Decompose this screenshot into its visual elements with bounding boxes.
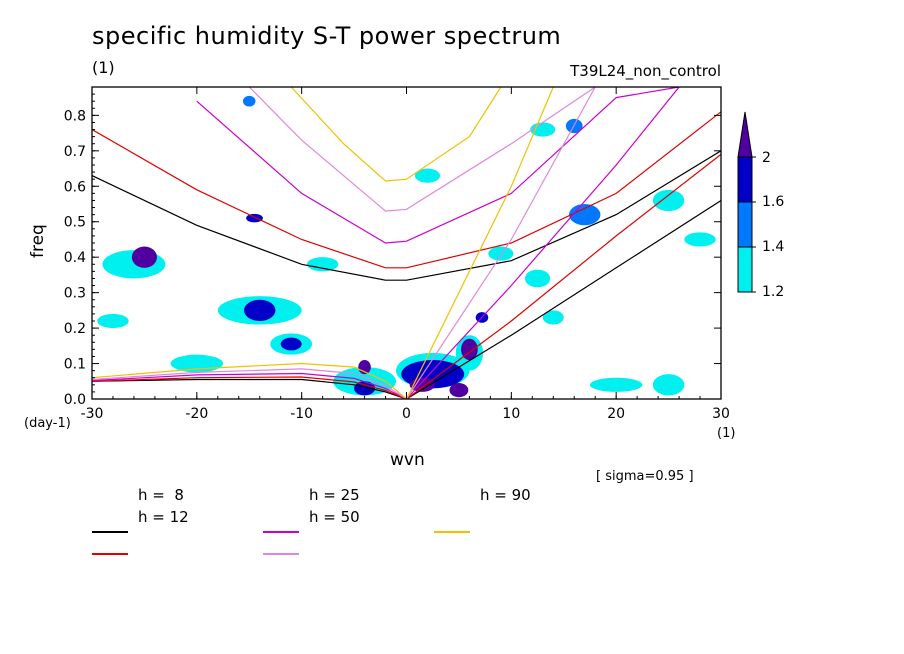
curve-kelvin [406, 153, 721, 399]
curve-rossby [92, 376, 407, 399]
legend-item-h50: h = 50 [263, 508, 360, 589]
legend-item-h90: h = 90 [434, 486, 531, 567]
x-tick-label: -30 [81, 406, 104, 422]
legend-swatch-h25 [263, 531, 299, 533]
shaded-region [652, 374, 685, 396]
colorbar-triangle [737, 111, 753, 158]
plot-area [92, 87, 721, 399]
chart-title: specific humidity S-T power spectrum [92, 22, 562, 50]
shaded-region [449, 383, 469, 398]
legend-swatch-h50 [263, 553, 299, 555]
shaded-region [246, 213, 263, 223]
legend-label-h90: h = 90 [480, 486, 531, 504]
curve-kelvin [406, 87, 680, 399]
colorbar-segment [737, 246, 753, 293]
legend-swatch-h90 [434, 531, 470, 533]
curve-rossby [92, 378, 407, 399]
shaded-region [170, 354, 224, 373]
y-tick-label: 0.2 [64, 321, 86, 337]
y-tick-label: 0.8 [64, 108, 86, 124]
legend-label-h8: h = 8 [138, 486, 184, 504]
x-tick-label: 10 [502, 406, 520, 422]
colorbar-segment [737, 156, 753, 203]
plot-frame [91, 86, 722, 400]
shaded-region [97, 313, 129, 329]
curve-rossby [92, 368, 407, 399]
curve-rossby [92, 362, 407, 399]
shaded-region [414, 168, 441, 183]
x-tick-label: 30 [712, 406, 730, 422]
curve-inertia-gravity [92, 111, 721, 269]
colorbar-label-1-6: 1.6 [762, 194, 785, 210]
x-tick-label: -20 [185, 406, 208, 422]
legend-swatch-h8 [92, 531, 128, 533]
legend-swatch-h12 [92, 553, 128, 555]
colorbar-label-2: 2 [762, 150, 771, 166]
y-tick-label: 0.1 [64, 357, 86, 373]
y-unit-label: (day-1) [24, 416, 71, 431]
x-tick-label: -10 [290, 406, 313, 422]
legend-item-h12: h = 12 [92, 508, 189, 589]
shaded-region [530, 122, 556, 137]
shaded-region [542, 310, 564, 325]
y-tick-label: 0.4 [64, 250, 86, 266]
curve-inertia-gravity [92, 150, 721, 281]
run-label: T39L24_non_control [570, 62, 721, 80]
shaded-region [131, 246, 157, 268]
shaded-region [242, 95, 256, 107]
shaded-region [589, 377, 643, 392]
y-tick-label: 0.3 [64, 286, 86, 302]
y-axis-label: freq [28, 224, 48, 258]
colorbar-label-1-4: 1.4 [762, 239, 785, 255]
curve-inertia-gravity [290, 87, 502, 182]
shaded-region [280, 337, 302, 351]
shaded-region [684, 232, 716, 247]
colorbar-segment [737, 201, 753, 248]
legend-label-h12: h = 12 [138, 508, 189, 526]
y-tick-label: 0.0 [64, 392, 86, 408]
legend-label-h50: h = 50 [309, 508, 360, 526]
y-tick-label: 0.6 [64, 179, 86, 195]
curve-rossby [92, 372, 407, 399]
shaded-region [488, 246, 514, 261]
x-tick-label: 0 [402, 406, 411, 422]
curve-kelvin [406, 199, 721, 399]
y-tick-label: 0.5 [64, 215, 86, 231]
legend-item-h25: h = 25 [263, 486, 360, 567]
shaded-region [652, 189, 685, 212]
colorbar-label-1-2: 1.2 [762, 284, 785, 300]
curve-inertia-gravity [196, 87, 680, 244]
x-axis-label: wvn [390, 450, 425, 470]
legend-item-h8: h = 8 [92, 486, 184, 567]
legend-label-h25: h = 25 [309, 486, 360, 504]
sigma-label: [ sigma=0.95 ] [596, 469, 694, 484]
curve-kelvin [405, 87, 554, 399]
shaded-region [354, 381, 376, 396]
curve-kelvin [405, 87, 596, 399]
x-unit-label: (1) [717, 426, 736, 441]
x-tick-label: 20 [607, 406, 625, 422]
shaded-region [524, 269, 551, 288]
y-tick-label: 0.7 [64, 144, 86, 160]
curve-inertia-gravity [248, 87, 596, 212]
shaded-region [306, 257, 339, 272]
chart-subtitle: (1) [92, 58, 115, 77]
shaded-region [244, 299, 276, 322]
